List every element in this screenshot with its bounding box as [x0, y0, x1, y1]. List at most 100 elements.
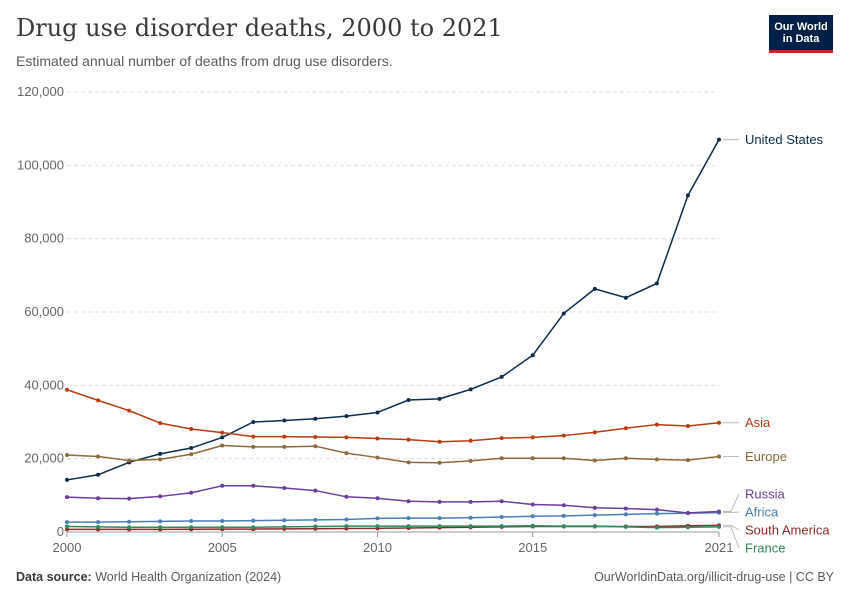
- data-point-russia[interactable]: [685, 510, 690, 515]
- data-point-europe[interactable]: [468, 458, 473, 463]
- data-point-africa[interactable]: [282, 518, 287, 523]
- data-point-europe[interactable]: [158, 457, 163, 462]
- data-point-united-states[interactable]: [313, 416, 318, 421]
- data-point-africa[interactable]: [623, 512, 628, 517]
- data-point-france[interactable]: [530, 523, 535, 528]
- data-point-africa[interactable]: [220, 519, 225, 523]
- series-label-united-states[interactable]: United States: [745, 132, 824, 147]
- data-point-asia[interactable]: [313, 435, 318, 440]
- series-label-russia[interactable]: Russia: [745, 487, 786, 502]
- data-point-france[interactable]: [158, 525, 163, 530]
- data-point-africa[interactable]: [65, 520, 69, 525]
- data-point-europe[interactable]: [530, 456, 535, 461]
- data-point-asia[interactable]: [685, 424, 690, 429]
- data-point-asia[interactable]: [654, 422, 659, 427]
- data-point-united-states[interactable]: [623, 295, 628, 300]
- data-point-africa[interactable]: [437, 516, 442, 521]
- data-point-africa[interactable]: [158, 519, 163, 524]
- series-label-france[interactable]: France: [745, 541, 785, 556]
- data-point-russia[interactable]: [561, 503, 566, 508]
- data-point-russia[interactable]: [251, 483, 256, 488]
- data-point-europe[interactable]: [437, 460, 442, 465]
- data-point-europe[interactable]: [561, 456, 566, 461]
- data-point-europe[interactable]: [96, 454, 101, 459]
- data-point-united-states[interactable]: [65, 477, 69, 482]
- data-point-asia[interactable]: [592, 430, 597, 435]
- data-point-europe[interactable]: [499, 456, 504, 461]
- data-point-asia[interactable]: [158, 421, 163, 426]
- data-point-russia[interactable]: [65, 495, 69, 500]
- data-point-france[interactable]: [406, 524, 411, 529]
- data-point-russia[interactable]: [375, 496, 380, 501]
- data-point-africa[interactable]: [375, 516, 380, 521]
- series-line-europe[interactable]: [66, 444, 720, 464]
- data-point-asia[interactable]: [437, 439, 442, 444]
- data-point-russia[interactable]: [592, 505, 597, 510]
- data-point-france[interactable]: [375, 524, 380, 529]
- data-point-russia[interactable]: [654, 507, 659, 512]
- data-point-united-states[interactable]: [251, 420, 256, 424]
- data-point-united-states[interactable]: [499, 374, 504, 379]
- data-point-africa[interactable]: [251, 518, 256, 523]
- data-point-russia[interactable]: [282, 486, 287, 490]
- data-point-russia[interactable]: [468, 499, 473, 504]
- data-point-africa[interactable]: [468, 515, 473, 520]
- data-point-france[interactable]: [592, 524, 597, 529]
- data-point-france[interactable]: [282, 524, 287, 529]
- data-point-africa[interactable]: [189, 519, 194, 523]
- data-point-united-states[interactable]: [282, 418, 287, 423]
- data-point-africa[interactable]: [127, 519, 132, 524]
- data-point-asia[interactable]: [65, 387, 69, 392]
- data-point-asia[interactable]: [189, 426, 194, 431]
- data-point-united-states[interactable]: [220, 435, 225, 440]
- data-point-asia[interactable]: [220, 430, 225, 435]
- data-point-united-states[interactable]: [592, 286, 597, 291]
- data-point-russia[interactable]: [717, 509, 721, 514]
- data-point-united-states[interactable]: [406, 398, 411, 402]
- data-point-europe[interactable]: [654, 457, 659, 462]
- data-point-united-states[interactable]: [158, 451, 163, 456]
- data-point-france[interactable]: [65, 524, 69, 529]
- data-point-france[interactable]: [220, 525, 225, 530]
- data-point-asia[interactable]: [561, 433, 566, 438]
- data-point-asia[interactable]: [96, 398, 101, 403]
- data-point-asia[interactable]: [251, 434, 256, 439]
- series-line-france[interactable]: [66, 525, 720, 529]
- data-point-france[interactable]: [189, 525, 194, 530]
- series-line-asia[interactable]: [66, 389, 720, 443]
- data-point-united-states[interactable]: [375, 410, 380, 415]
- data-point-united-states[interactable]: [468, 387, 473, 392]
- data-point-russia[interactable]: [406, 499, 411, 504]
- data-point-africa[interactable]: [313, 517, 318, 522]
- data-point-united-states[interactable]: [189, 446, 194, 451]
- license-link[interactable]: CC BY: [795, 570, 834, 584]
- data-point-europe[interactable]: [717, 454, 721, 459]
- data-point-russia[interactable]: [437, 499, 442, 504]
- data-point-europe[interactable]: [127, 458, 132, 463]
- data-point-europe[interactable]: [282, 444, 287, 449]
- data-point-france[interactable]: [96, 524, 101, 529]
- data-point-united-states[interactable]: [437, 396, 442, 401]
- data-point-asia[interactable]: [530, 435, 535, 440]
- data-point-africa[interactable]: [654, 511, 659, 516]
- data-point-united-states[interactable]: [685, 193, 690, 198]
- data-point-asia[interactable]: [127, 408, 132, 413]
- data-point-france[interactable]: [344, 524, 349, 529]
- data-point-russia[interactable]: [530, 502, 535, 507]
- data-point-united-states[interactable]: [530, 353, 535, 358]
- data-point-south-america[interactable]: [65, 527, 69, 532]
- series-line-russia[interactable]: [66, 485, 720, 514]
- data-point-africa[interactable]: [344, 517, 349, 522]
- owid-logo[interactable]: Our World in Data: [769, 15, 833, 53]
- data-point-russia[interactable]: [499, 499, 504, 504]
- data-point-europe[interactable]: [251, 444, 256, 449]
- data-point-russia[interactable]: [623, 506, 628, 511]
- data-point-russia[interactable]: [96, 496, 101, 501]
- series-line-africa[interactable]: [67, 511, 720, 523]
- data-point-russia[interactable]: [189, 490, 194, 495]
- data-point-russia[interactable]: [127, 496, 132, 501]
- data-point-asia[interactable]: [282, 434, 287, 439]
- data-point-france[interactable]: [499, 524, 504, 529]
- data-point-europe[interactable]: [220, 443, 225, 448]
- data-point-russia[interactable]: [313, 488, 318, 493]
